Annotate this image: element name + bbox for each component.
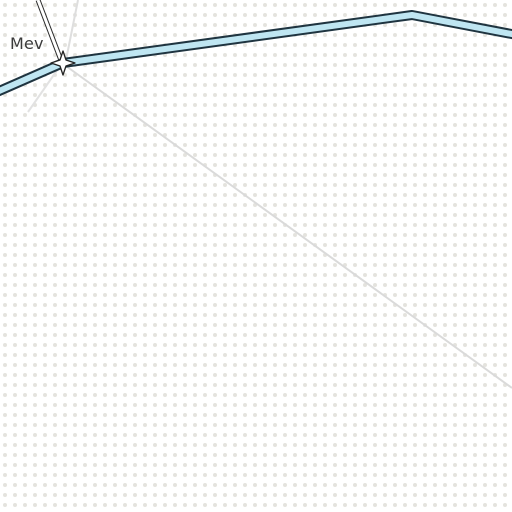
minor-road-northwest[interactable] bbox=[35, 0, 65, 64]
minor-path-southwest[interactable] bbox=[27, 65, 61, 113]
minor-path-diagonal[interactable] bbox=[65, 65, 512, 389]
star-junction-icon[interactable] bbox=[50, 50, 76, 76]
main-road[interactable] bbox=[0, 10, 512, 97]
minor-path-north[interactable] bbox=[65, 0, 79, 61]
place-label-mev: Mev bbox=[10, 34, 44, 53]
